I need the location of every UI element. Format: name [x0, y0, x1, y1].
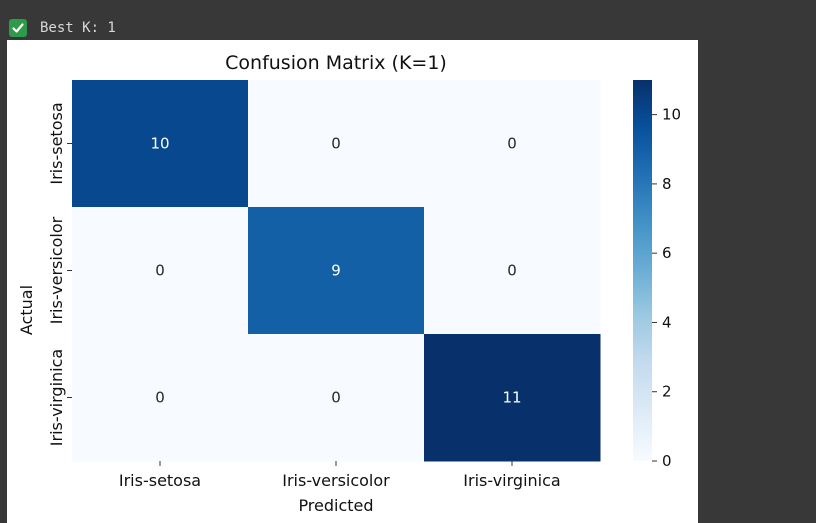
colorbar-tick-label: 2: [662, 383, 672, 401]
heatmap-cell: [248, 334, 425, 462]
heatmap-cell: [424, 334, 601, 462]
y-tick-label: Iris-setosa: [47, 102, 66, 184]
x-tick-labels: Iris-setosa Iris-versicolor Iris-virginica: [119, 461, 561, 490]
heatmap-cell: [424, 80, 601, 208]
best-k-output-text: Best K: 1: [40, 20, 116, 36]
heatmap-cells: 10 0 0 0 9 0 0 0 11: [72, 80, 601, 462]
colorbar-tick-label: 10: [662, 106, 681, 124]
chart-title: Confusion Matrix (K=1): [225, 52, 447, 74]
x-tick-label: Iris-virginica: [463, 471, 560, 490]
y-tick-labels: Iris-setosa Iris-versicolor Iris-virginica: [47, 102, 72, 446]
heatmap-cell: [248, 207, 425, 335]
heatmap-cell: [72, 334, 249, 462]
colorbar-tick-label: 4: [662, 313, 672, 331]
colorbar: 0 2 4 6 8 10: [633, 80, 681, 470]
y-tick-label: Iris-versicolor: [47, 216, 66, 324]
cell-value-label: 0: [507, 262, 517, 280]
x-tick-label: Iris-versicolor: [282, 471, 390, 490]
cell-value-label: 11: [502, 389, 521, 407]
heatmap-cell: [72, 80, 249, 208]
cell-output-line: Best K: 1: [9, 18, 116, 38]
colorbar-gradient: [633, 80, 652, 461]
confusion-matrix-figure: Confusion Matrix (K=1) Predicted Actual …: [7, 40, 698, 523]
cell-value-label: 9: [331, 262, 341, 280]
heatmap-cell: [72, 207, 249, 335]
cell-value-label: 0: [507, 135, 517, 153]
y-tick-label: Iris-virginica: [47, 349, 66, 446]
heatmap-cell: [424, 207, 601, 335]
x-axis-label: Predicted: [298, 496, 373, 515]
cell-value-label: 0: [155, 389, 165, 407]
colorbar-tick-label: 0: [662, 452, 672, 470]
heatmap-cell: [248, 80, 425, 208]
cell-value-label: 0: [331, 135, 341, 153]
confusion-matrix-chart: Confusion Matrix (K=1) Predicted Actual …: [17, 52, 681, 515]
cell-value-label: 0: [155, 262, 165, 280]
colorbar-tick-label: 8: [662, 175, 672, 193]
cell-value-label: 10: [150, 135, 169, 153]
cell-value-label: 0: [331, 389, 341, 407]
colorbar-tick-label: 6: [662, 244, 672, 262]
y-axis-label: Actual: [17, 285, 36, 335]
check-mark-icon: [9, 19, 27, 37]
x-tick-label: Iris-setosa: [119, 471, 201, 490]
